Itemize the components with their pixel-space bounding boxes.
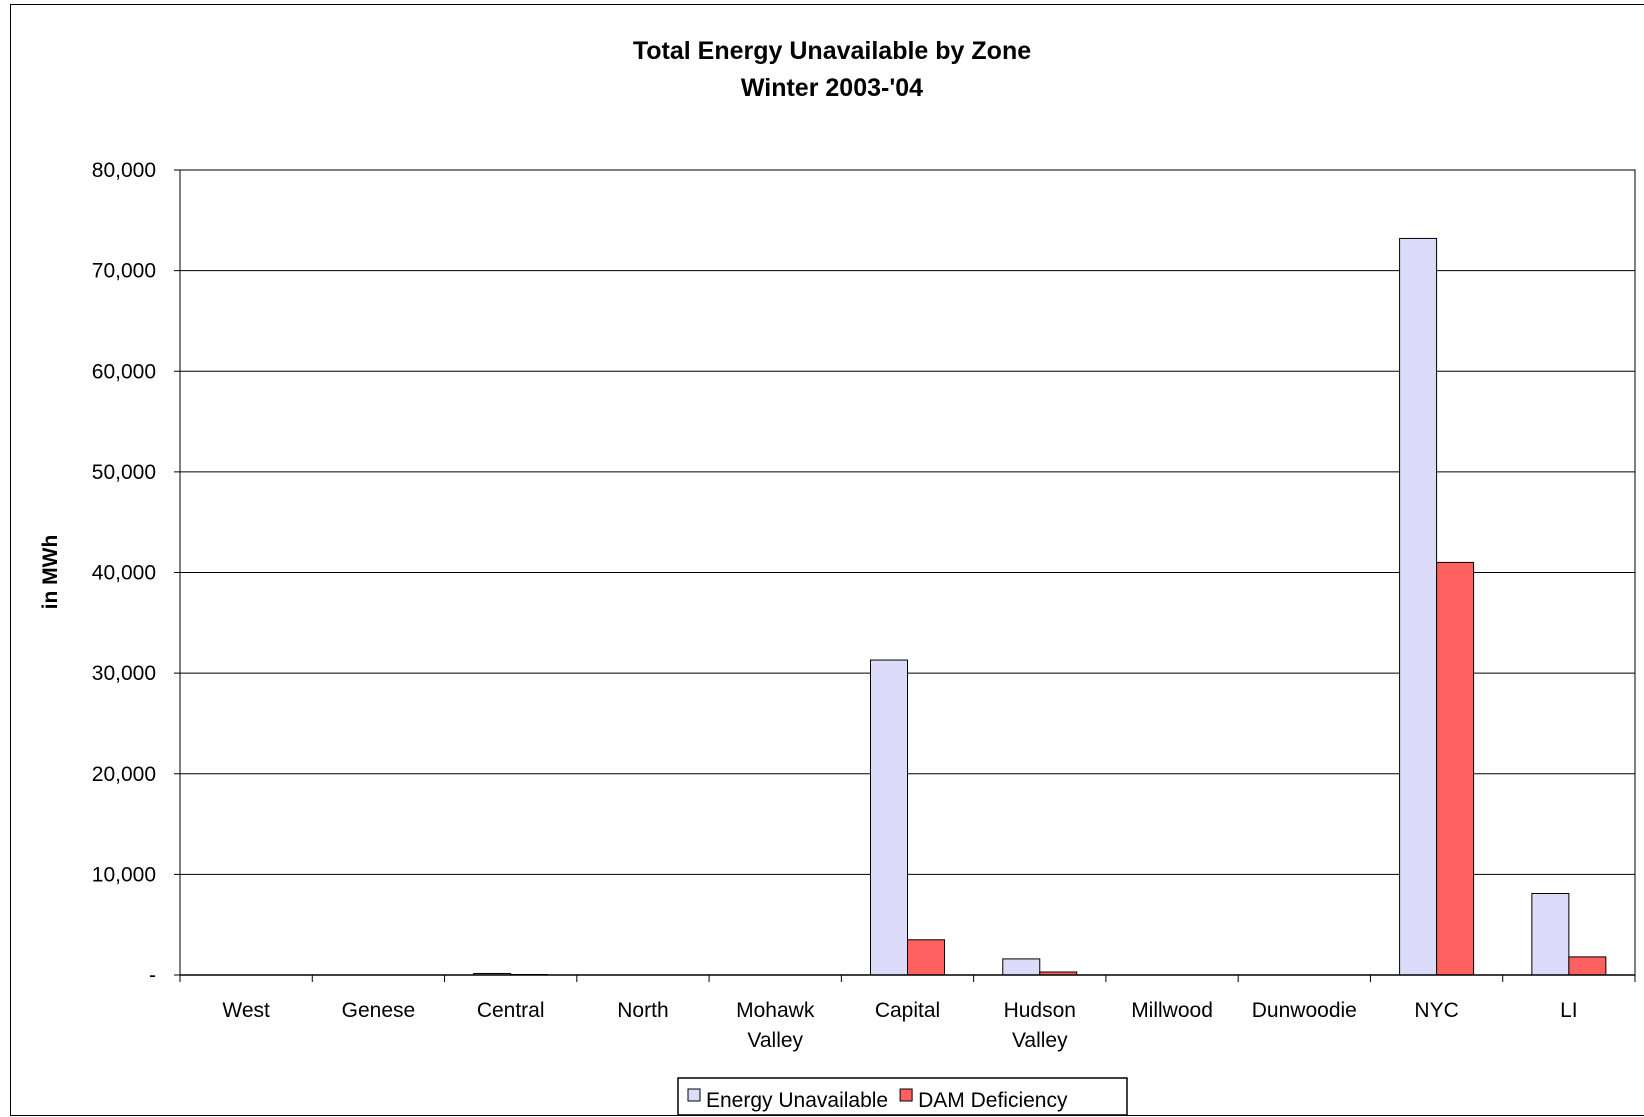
x-tick-label: Capital <box>875 999 940 1022</box>
x-tick-label: NYC <box>1414 999 1458 1022</box>
bar-dam-deficiency <box>908 940 945 975</box>
x-axis: West Genese Central North Mohawk Valley Capita… <box>180 975 1635 1052</box>
legend-label: Energy Unavailable <box>706 1089 888 1112</box>
chart-title: Total Energy Unavailable by Zone <box>633 37 1031 65</box>
bars <box>474 238 1606 975</box>
y-tick-label: 70,000 <box>92 260 156 283</box>
legend-swatch <box>688 1089 700 1101</box>
x-tick-label: LI <box>1560 999 1578 1022</box>
x-tick-label: Mohawk <box>736 999 815 1022</box>
bar-energy-unavailable <box>1003 959 1040 975</box>
x-tick-label: Hudson <box>1004 999 1076 1022</box>
legend-label: DAM Deficiency <box>918 1089 1068 1112</box>
x-tick-label: Dunwoodie <box>1252 999 1357 1022</box>
y-tick-label: - <box>149 964 156 987</box>
x-tick-label: Valley <box>747 1029 803 1052</box>
bar-dam-deficiency <box>1569 957 1606 975</box>
y-tick-label: 20,000 <box>92 763 156 786</box>
legend-swatch <box>900 1089 912 1101</box>
y-axis: - 10,000 20,000 30,000 40,000 50,000 60,000 70,… <box>92 159 180 987</box>
x-tick-label: Central <box>477 999 545 1022</box>
x-tick-label: Genese <box>342 999 416 1022</box>
y-tick-label: 80,000 <box>92 159 156 182</box>
x-tick-label: North <box>617 999 668 1022</box>
y-tick-label: 30,000 <box>92 662 156 685</box>
x-tick-label: West <box>222 999 270 1022</box>
chart-subtitle: Winter 2003-'04 <box>741 74 923 102</box>
bar-energy-unavailable <box>871 660 908 975</box>
y-axis-label: in MWh <box>39 535 62 610</box>
y-tick-label: 50,000 <box>92 461 156 484</box>
legend: Energy Unavailable DAM Deficiency <box>678 1078 1127 1115</box>
y-tick-label: 60,000 <box>92 360 156 383</box>
y-tick-label: 10,000 <box>92 863 156 886</box>
bar-energy-unavailable <box>1532 893 1569 975</box>
x-tick-label: Millwood <box>1131 999 1213 1022</box>
y-tick-label: 40,000 <box>92 562 156 585</box>
x-tick-label: Valley <box>1012 1029 1068 1052</box>
bar-energy-unavailable <box>1400 238 1437 975</box>
bar-dam-deficiency <box>1437 562 1474 975</box>
